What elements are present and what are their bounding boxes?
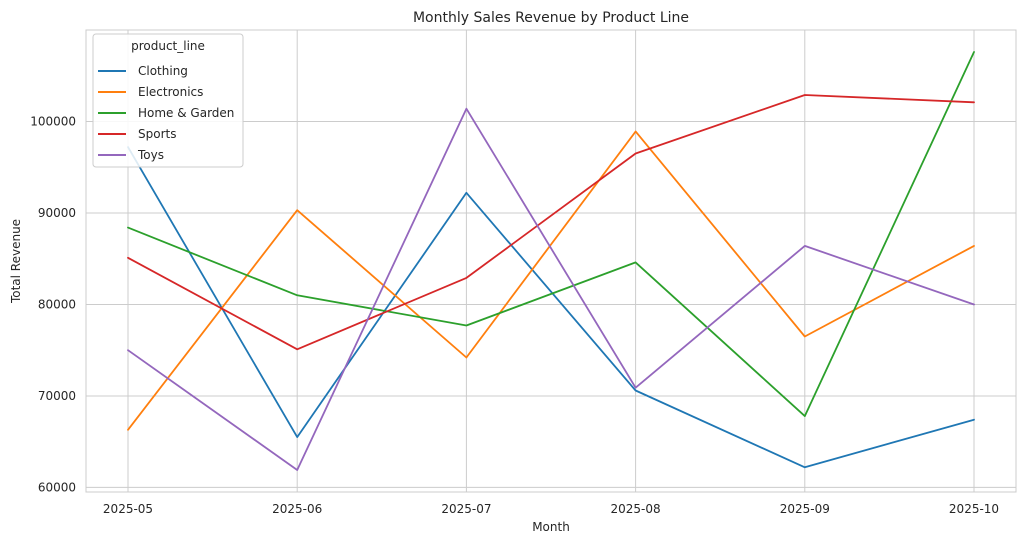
x-tick-label: 2025-09 [780,502,830,516]
legend-entry: Clothing [138,64,188,78]
y-tick-label: 70000 [38,389,76,403]
grid-lines [86,30,1016,492]
series-line-toys [127,107,975,471]
series-layer [127,51,975,471]
legend-frame [92,33,244,168]
y-tick-label: 90000 [38,206,76,220]
series-line-sports [127,94,975,351]
legend-entry: Toys [137,148,164,162]
legend-entry: Sports [138,127,176,141]
legend-entry: Home & Garden [138,106,234,120]
x-axis-title: Month [532,520,570,534]
x-tick-label: 2025-07 [441,502,491,516]
series-line-home-garden [127,51,975,418]
y-tick-label: 80000 [38,297,76,311]
x-tick-label: 2025-08 [611,502,661,516]
y-tick-label: 60000 [38,480,76,494]
x-tick-label: 2025-06 [272,502,322,516]
legend: product_line Clothing Electronics Home & G… [92,33,244,168]
y-axis-title: Total Revenue [9,219,23,304]
y-tick-label: 100000 [30,114,76,128]
chart-title: Monthly Sales Revenue by Product Line [413,10,689,26]
series-line-clothing [127,146,975,469]
series-line-electronics [127,130,975,431]
y-tick-labels: 60000 70000 80000 90000 100000 [30,114,76,494]
legend-title: product_line [131,39,205,53]
legend-items: Clothing Electronics Home & Garden Sports To… [98,64,234,162]
x-tick-label: 2025-10 [949,502,999,516]
x-tick-labels: 2025-05 2025-06 2025-07 2025-08 2025-09 2025-… [103,502,999,516]
x-tick-label: 2025-05 [103,502,153,516]
legend-entry: Electronics [138,85,203,99]
